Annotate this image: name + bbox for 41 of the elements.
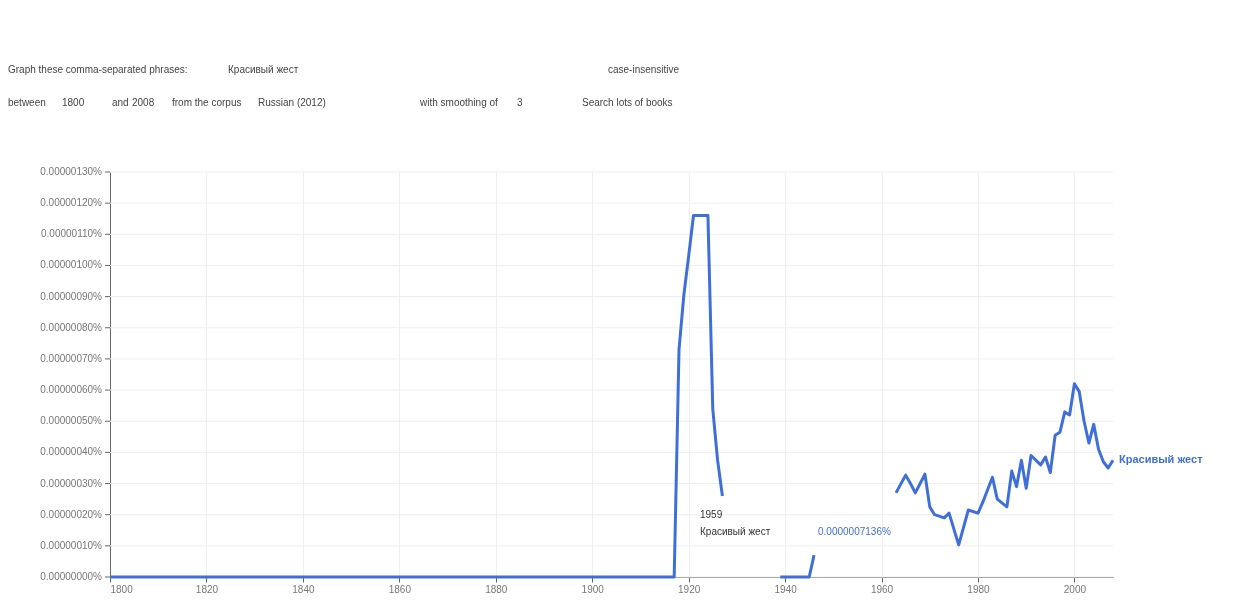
text: 1800 bbox=[62, 97, 85, 108]
annotation: 1959 bbox=[700, 509, 723, 520]
text: Красивый жест bbox=[228, 64, 299, 75]
y-tick-label: 0.00000090% bbox=[40, 290, 103, 302]
text: with smoothing of bbox=[419, 97, 499, 108]
text: 3 bbox=[517, 97, 523, 108]
y-tick-label: 0.00000100% bbox=[40, 259, 103, 271]
x-tick-label: 1800 bbox=[110, 583, 134, 595]
text: and bbox=[112, 97, 129, 108]
x-tick-label: 2000 bbox=[1063, 583, 1087, 595]
y-tick-label: 0.00000110% bbox=[41, 228, 103, 240]
x-tick-label: 1960 bbox=[870, 583, 894, 595]
series-label: Красивый жест bbox=[1119, 453, 1204, 466]
x-tick-label: 1980 bbox=[967, 583, 991, 595]
y-tick-label: 0.00000040% bbox=[40, 446, 103, 458]
y-tick-label: 0.00000030% bbox=[40, 477, 103, 489]
y-tick-label: 0.00000080% bbox=[40, 321, 103, 333]
x-tick-label: 1820 bbox=[195, 583, 219, 595]
x-tick-label: 1940 bbox=[774, 583, 798, 595]
x-tick-label: 1880 bbox=[485, 583, 508, 595]
text: Search lots of books bbox=[582, 97, 673, 108]
text: case-insensitive bbox=[608, 64, 680, 75]
text: between bbox=[8, 97, 46, 108]
y-tick-label: 0.00000120% bbox=[40, 197, 103, 209]
text: Graph these comma-separated phrases: bbox=[8, 64, 188, 75]
x-tick-label: 1900 bbox=[581, 583, 605, 595]
y-tick-label: 0.00000060% bbox=[40, 384, 103, 396]
y-tick-label: 0.00000000% bbox=[40, 571, 103, 582]
y-tick-label: 0.00000070% bbox=[40, 352, 103, 364]
x-tick-label: 1920 bbox=[678, 583, 701, 595]
y-tick-label: 0.00000130% bbox=[40, 166, 103, 177]
annotation: Красивый жест bbox=[700, 526, 771, 537]
y-tick-label: 0.00000020% bbox=[40, 508, 103, 520]
text: Russian (2012) bbox=[258, 97, 326, 108]
annotation: 0.0000007136% bbox=[818, 526, 891, 537]
x-tick-label: 1860 bbox=[388, 583, 412, 595]
text: 2008 bbox=[132, 97, 155, 108]
x-tick-label: 1840 bbox=[292, 583, 315, 595]
y-tick-label: 0.00000050% bbox=[40, 415, 103, 427]
text: from the corpus bbox=[172, 97, 242, 108]
y-tick-label: 0.00000010% bbox=[40, 539, 103, 551]
